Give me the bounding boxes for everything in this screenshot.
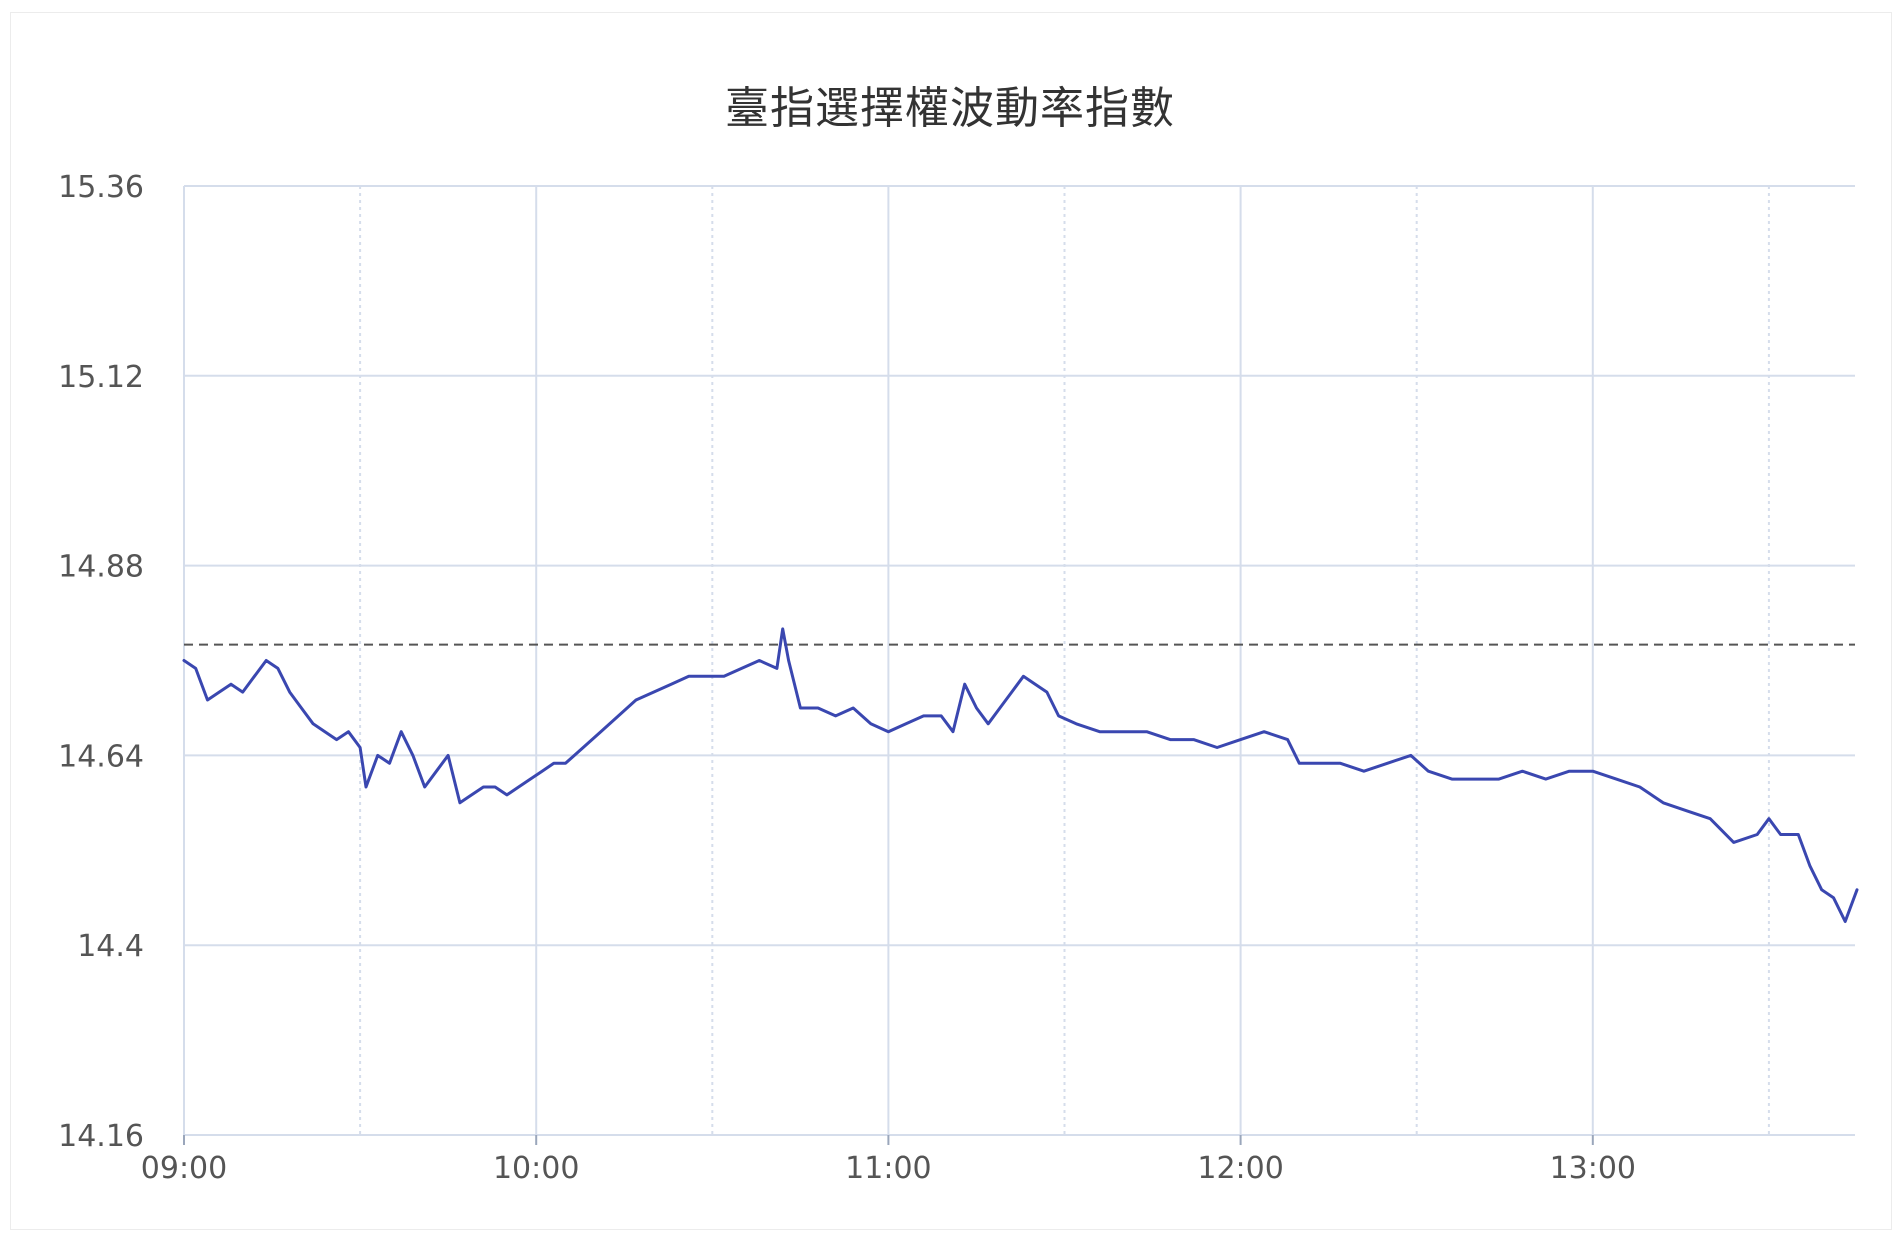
x-tick-label: 12:00 xyxy=(1197,1151,1283,1186)
grid-layer xyxy=(183,185,1855,1145)
x-tick-label: 11:00 xyxy=(845,1151,931,1186)
y-tick-label: 14.4 xyxy=(77,929,144,964)
y-tick-label: 14.88 xyxy=(58,550,144,585)
chart-frame xyxy=(10,12,1892,1230)
y-tick-label: 15.12 xyxy=(58,360,144,395)
x-tick-label: 10:00 xyxy=(493,1151,579,1186)
tick-label-layer: 14.16 14.4 14.64 14.88 15.12 15.36 09:00 10:00 1… xyxy=(58,170,1636,1186)
y-tick-label: 14.64 xyxy=(58,739,144,774)
y-tick-label: 14.16 xyxy=(58,1119,144,1154)
x-tick-label: 09:00 xyxy=(141,1151,227,1186)
series-line xyxy=(182,627,1859,923)
x-tick-label: 13:00 xyxy=(1550,1151,1636,1186)
series-layer xyxy=(182,627,1859,923)
chart-title: 臺指選擇權波動率指數 xyxy=(725,83,1175,134)
y-tick-label: 15.36 xyxy=(58,170,144,205)
